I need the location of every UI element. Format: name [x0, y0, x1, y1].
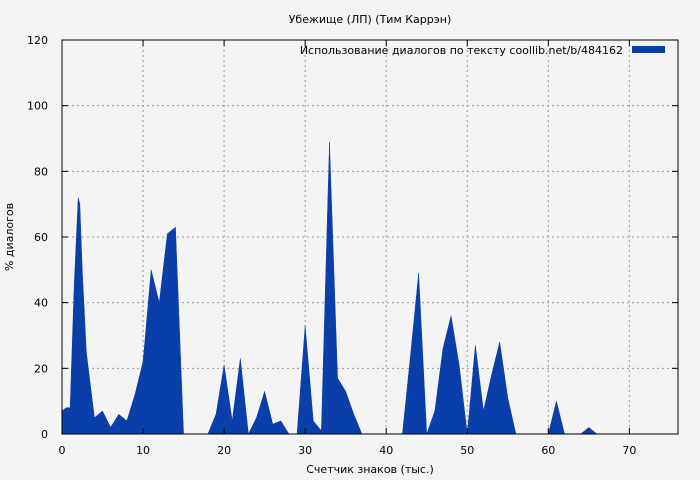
y-tick-label: 20	[34, 362, 48, 375]
x-tick-label: 50	[460, 444, 474, 457]
y-axis-label: % диалогов	[3, 203, 16, 271]
x-tick-label: 30	[298, 444, 312, 457]
y-tick-label: 80	[34, 165, 48, 178]
y-axis-ticks: 0 20 40 60 80 100 120	[27, 34, 678, 441]
grid-lines	[62, 40, 678, 434]
x-tick-label: 40	[379, 444, 393, 457]
x-tick-label: 10	[136, 444, 150, 457]
series-area-path	[61, 141, 678, 435]
x-tick-label: 20	[217, 444, 231, 457]
chart-title: Убежище (ЛП) (Тим Каррэн)	[289, 13, 452, 26]
y-tick-label: 40	[34, 297, 48, 310]
x-tick-label: 60	[541, 444, 555, 457]
y-tick-label: 0	[41, 428, 48, 441]
x-tick-label: 70	[622, 444, 636, 457]
y-tick-label: 60	[34, 231, 48, 244]
legend: Использование диалогов по тексту coollib…	[300, 44, 665, 57]
x-tick-label: 0	[59, 444, 66, 457]
series-area	[61, 141, 679, 435]
x-axis-label: Счетчик знаков (тыс.)	[306, 463, 434, 476]
y-tick-label: 120	[27, 34, 48, 47]
y-tick-label: 100	[27, 100, 48, 113]
legend-swatch	[632, 46, 665, 53]
x-axis-ticks: 0 10 20 30 40 50 60 70	[59, 40, 636, 457]
legend-label: Использование диалогов по тексту coollib…	[300, 44, 623, 57]
